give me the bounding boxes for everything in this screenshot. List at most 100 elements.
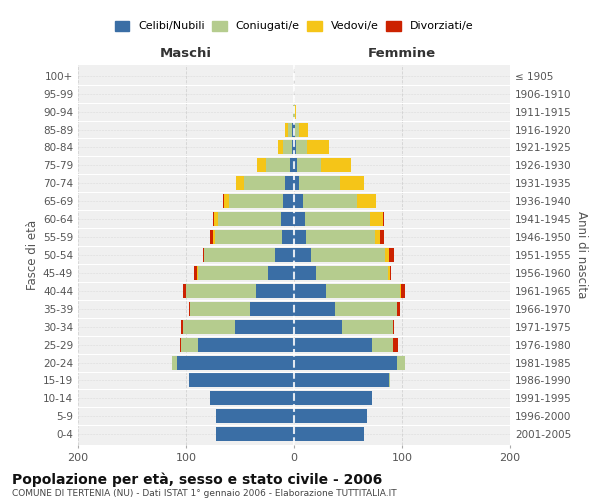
Bar [316,266,388,280]
Bar [181,338,198,351]
Bar [203,248,205,262]
Bar [235,320,294,334]
Bar [397,302,400,316]
Bar [229,194,283,208]
Bar [294,266,316,280]
Bar [340,176,364,190]
Bar [278,140,283,154]
Bar [296,140,307,154]
Bar [210,392,294,406]
Bar [194,266,197,280]
Bar [283,140,292,154]
Bar [389,248,394,262]
Bar [295,104,296,118]
Bar [250,302,294,316]
Bar [305,212,370,226]
Bar [189,374,294,388]
Bar [283,194,294,208]
Text: COMUNE DI TERTENIA (NU) - Dati ISTAT 1° gennaio 2006 - Elaborazione TUTTITALIA.I: COMUNE DI TERTENIA (NU) - Dati ISTAT 1° … [12,489,397,498]
Bar [268,266,294,280]
Bar [256,284,294,298]
Text: Popolazione per età, sesso e stato civile - 2006: Popolazione per età, sesso e stato civil… [12,472,382,487]
Bar [380,230,383,244]
Bar [294,212,305,226]
Bar [294,428,364,441]
Bar [321,158,351,172]
Bar [397,356,405,370]
Bar [326,284,400,298]
Bar [335,302,397,316]
Bar [198,338,294,351]
Bar [197,266,198,280]
Bar [275,248,294,262]
Bar [388,266,390,280]
Bar [294,140,296,154]
Bar [210,230,213,244]
Bar [293,104,294,118]
Y-axis label: Fasce di età: Fasce di età [26,220,39,290]
Bar [294,410,367,424]
Bar [297,158,321,172]
Bar [223,194,224,208]
Legend: Celibi/Nubili, Coniugati/e, Vedovi/e, Divorziati/e: Celibi/Nubili, Coniugati/e, Vedovi/e, Di… [111,18,477,35]
Bar [306,230,375,244]
Bar [390,266,391,280]
Bar [372,338,394,351]
Bar [400,284,401,298]
Bar [295,122,299,136]
Bar [214,212,218,226]
Bar [341,320,394,334]
Bar [299,176,340,190]
Bar [281,212,294,226]
Bar [311,248,385,262]
Bar [189,302,190,316]
Bar [292,140,294,154]
Bar [205,248,275,262]
Bar [178,356,294,370]
Bar [215,230,282,244]
Bar [375,230,380,244]
Bar [257,158,266,172]
Bar [294,122,295,136]
Bar [385,248,389,262]
Bar [292,122,294,136]
Bar [294,104,295,118]
Bar [370,212,383,226]
Bar [294,284,326,298]
Bar [218,212,281,226]
Bar [186,284,256,298]
Bar [401,284,405,298]
Bar [294,194,302,208]
Bar [294,392,372,406]
Bar [299,122,308,136]
Bar [389,374,390,388]
Bar [286,176,294,190]
Bar [266,158,290,172]
Bar [307,140,329,154]
Bar [287,122,292,136]
Text: Maschi: Maschi [160,46,212,60]
Y-axis label: Anni di nascita: Anni di nascita [575,212,588,298]
Bar [183,284,186,298]
Bar [294,302,335,316]
Bar [294,230,306,244]
Bar [294,320,341,334]
Bar [216,410,294,424]
Bar [172,356,178,370]
Text: Femmine: Femmine [368,46,436,60]
Bar [236,176,244,190]
Bar [286,122,287,136]
Bar [282,230,294,244]
Bar [294,374,389,388]
Bar [179,338,181,351]
Bar [294,248,311,262]
Bar [294,338,372,351]
Bar [213,230,215,244]
Bar [294,158,297,172]
Bar [294,356,397,370]
Bar [224,194,229,208]
Bar [302,194,356,208]
Bar [356,194,376,208]
Bar [216,428,294,441]
Bar [244,176,286,190]
